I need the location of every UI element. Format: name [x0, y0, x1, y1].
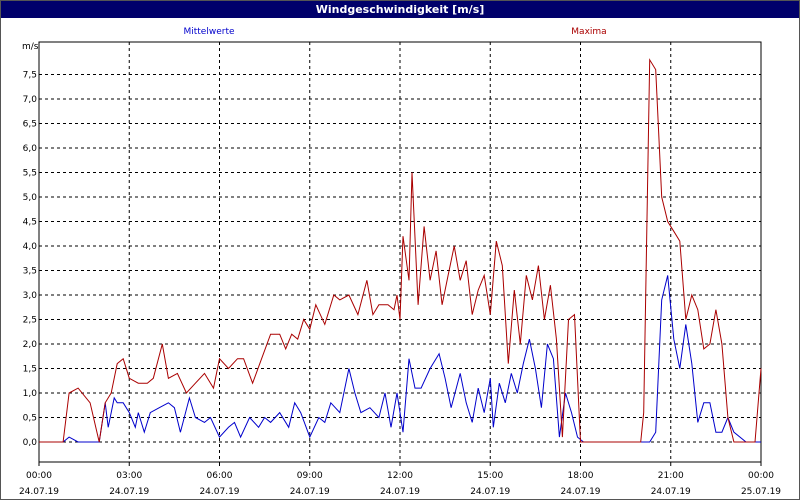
y-tick-label: 0,0 [23, 438, 38, 448]
y-tick-label: 2,5 [23, 316, 37, 326]
y-tick-label: 0,5 [23, 414, 37, 424]
legend-maxima: Maxima [571, 27, 606, 37]
window-title: Windgeschwindigkeit [m/s] [1, 1, 799, 18]
x-tick-time: 00:00 [26, 471, 52, 481]
x-axis-ticks: 00:00 24.07.19 03:00 24.07.19 06:00 24.07.19 0… [19, 462, 781, 497]
x-tick-time: 06:00 [207, 471, 233, 481]
legend-mittelwerte: Mittelwerte [183, 27, 234, 37]
y-axis-ticks: 0,0 0,5 1,0 1,5 2,0 2,5 3,0 3,5 4,0 4,5 5,0 5,5 6,0 6… [23, 71, 38, 449]
series-line-mittelwerte [39, 275, 761, 443]
x-tick-time: 12:00 [387, 471, 413, 481]
x-tick-date: 24.07.19 [560, 487, 600, 497]
y-axis-label: m/s [22, 42, 39, 52]
series-line-maxima [39, 58, 762, 443]
y-tick-label: 5,0 [23, 193, 38, 203]
x-tick-time: 03:00 [116, 471, 142, 481]
y-tick-label: 7,5 [23, 71, 37, 81]
y-tick-label: 6,0 [23, 144, 38, 154]
y-tick-label: 4,5 [23, 218, 37, 228]
x-tick-date: 24.07.19 [199, 487, 239, 497]
y-tick-label: 3,5 [23, 267, 37, 277]
x-tick-time: 09:00 [297, 471, 323, 481]
x-tick-time: 15:00 [477, 471, 503, 481]
x-tick-time: 21:00 [658, 471, 684, 481]
x-tick-time: 00:00 [748, 471, 774, 481]
x-tick-date: 24.07.19 [109, 487, 149, 497]
x-tick-date: 24.07.19 [19, 487, 59, 497]
y-tick-label: 3,0 [23, 291, 38, 301]
y-tick-label: 5,5 [23, 169, 37, 179]
x-tick-date: 24.07.19 [470, 487, 510, 497]
x-tick-date: 25.07.19 [741, 487, 781, 497]
y-tick-label: 1,0 [23, 389, 38, 399]
x-tick-date: 24.07.19 [651, 487, 691, 497]
x-tick-date: 24.07.19 [290, 487, 330, 497]
series-layer [39, 58, 762, 443]
y-tick-label: 7,0 [23, 95, 38, 105]
y-tick-label: 4,0 [23, 242, 38, 252]
y-tick-label: 6,5 [23, 120, 37, 130]
y-tick-label: 1,5 [23, 365, 37, 375]
x-tick-date: 24.07.19 [380, 487, 420, 497]
x-tick-time: 18:00 [568, 471, 594, 481]
grid-lines [39, 42, 761, 462]
y-tick-label: 2,0 [23, 340, 38, 350]
